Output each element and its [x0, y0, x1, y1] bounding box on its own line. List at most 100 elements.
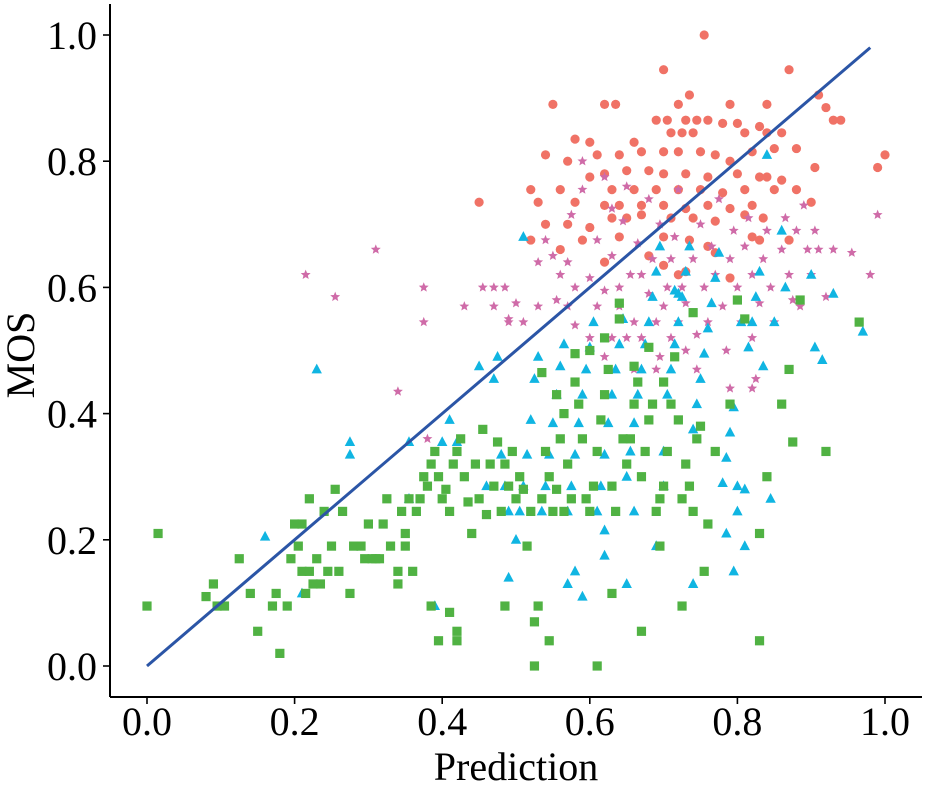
data-point-circle: [828, 115, 838, 125]
data-point-star: [330, 291, 341, 302]
data-point-star: [691, 329, 702, 339]
data-point-circle: [585, 137, 595, 147]
data-point-triangle: [758, 360, 769, 371]
data-point-star: [695, 219, 706, 229]
data-point-star: [636, 269, 647, 279]
data-point-square: [400, 528, 410, 539]
data-point-circle: [555, 244, 565, 255]
data-point-square: [574, 399, 584, 409]
data-point-square: [504, 481, 514, 491]
data-point-star: [422, 433, 433, 444]
data-point-triangle: [588, 316, 599, 327]
data-point-square: [529, 661, 540, 671]
data-point-circle: [614, 200, 624, 210]
data-point-star: [584, 272, 595, 283]
data-point-triangle: [710, 272, 721, 282]
data-point-star: [725, 253, 735, 264]
data-point-square: [456, 434, 466, 444]
data-point-triangle: [610, 363, 621, 374]
data-point-triangle: [647, 291, 658, 301]
y-tick-label: 0.4: [47, 392, 97, 437]
data-point-circle: [651, 115, 661, 125]
data-point-square: [529, 617, 540, 627]
data-point-triangle: [809, 341, 821, 352]
data-point-square: [448, 459, 458, 469]
data-point-star: [784, 269, 795, 279]
data-point-triangle: [481, 480, 492, 491]
data-point-square: [326, 541, 337, 551]
data-point-square: [385, 541, 396, 551]
data-point-square: [330, 484, 340, 494]
data-point-square: [821, 446, 831, 457]
data-point-circle: [747, 232, 757, 242]
data-point-square: [378, 519, 388, 529]
data-point-circle: [784, 65, 794, 75]
data-point-star: [691, 364, 702, 374]
data-point-triangle: [636, 363, 647, 374]
data-point-triangle: [577, 388, 588, 399]
data-point-triangle: [746, 316, 758, 327]
data-point-square: [304, 494, 314, 504]
data-point-triangle: [721, 527, 732, 538]
data-point-square: [636, 626, 647, 636]
data-point-star: [592, 234, 603, 245]
data-point-star: [606, 203, 617, 213]
data-point-square: [537, 494, 547, 504]
data-point-star: [761, 225, 772, 235]
data-point-square: [788, 437, 798, 447]
data-point-star: [754, 297, 765, 308]
data-point-square: [441, 484, 451, 494]
data-point-square: [854, 317, 864, 327]
data-point-square: [452, 446, 462, 457]
data-point-triangle: [580, 363, 592, 374]
data-point-triangle: [732, 505, 743, 516]
data-point-circle: [725, 203, 735, 214]
data-point-square: [452, 626, 462, 636]
data-point-star: [787, 294, 798, 305]
data-point-square: [559, 409, 569, 419]
data-point-star: [566, 209, 577, 220]
data-point-square: [518, 484, 528, 494]
data-point-star: [614, 282, 625, 292]
data-point-star: [533, 301, 544, 311]
data-point-square: [500, 459, 510, 469]
data-point-circle: [810, 162, 820, 173]
data-point-square: [629, 399, 639, 409]
x-tick-label: 0.2: [270, 699, 320, 744]
data-point-square: [644, 342, 654, 352]
data-point-circle: [718, 188, 728, 198]
data-point-star: [599, 285, 610, 295]
data-point-triangle: [595, 480, 607, 491]
data-point-circle: [585, 172, 595, 182]
data-point-triangle: [662, 388, 673, 399]
data-point-square: [563, 459, 573, 469]
data-point-square: [754, 528, 765, 539]
data-point-circle: [563, 219, 573, 229]
data-point-triangle: [259, 530, 271, 541]
data-point-star: [795, 301, 806, 311]
data-point-triangle: [828, 287, 839, 298]
data-point-star: [488, 282, 499, 292]
data-point-star: [780, 212, 791, 223]
data-point-circle: [636, 200, 647, 210]
data-point-square: [677, 494, 687, 504]
data-point-star: [802, 244, 813, 254]
data-point-triangle: [518, 231, 529, 241]
data-point-square: [603, 364, 613, 375]
data-point-square: [570, 349, 580, 359]
data-point-star: [643, 193, 654, 204]
x-tick-label: 0.6: [565, 699, 615, 744]
data-point-star: [547, 250, 558, 261]
data-point-circle: [563, 156, 573, 166]
data-point-circle: [836, 115, 846, 125]
series-lower-mid: [259, 149, 869, 611]
x-tick-label: 0.4: [417, 699, 467, 744]
data-point-circle: [659, 260, 669, 270]
data-point-triangle: [621, 578, 632, 588]
data-point-square: [304, 566, 314, 576]
data-point-square: [452, 636, 462, 646]
data-point-triangle: [724, 426, 736, 437]
data-point-star: [418, 316, 429, 327]
data-point-square: [153, 528, 163, 539]
data-point-circle: [636, 147, 647, 157]
